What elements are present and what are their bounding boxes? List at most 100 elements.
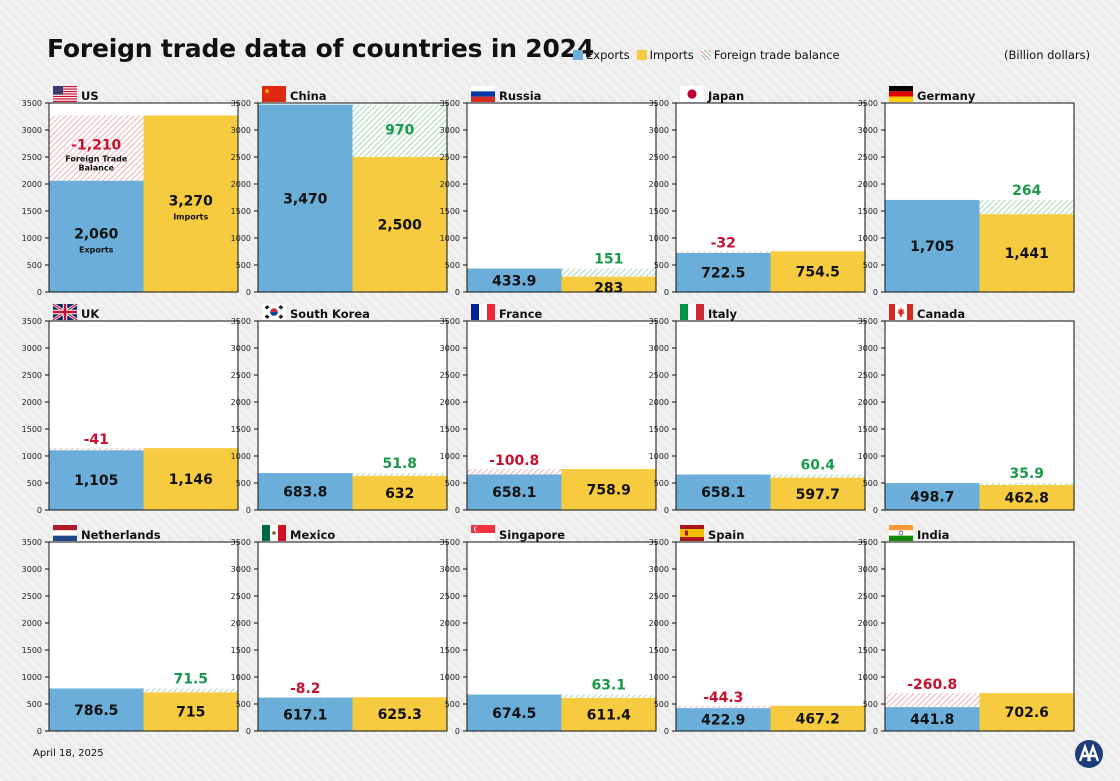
panel-background xyxy=(885,321,1074,510)
page-title: Foreign trade data of countries in 2024 xyxy=(47,34,595,63)
y-tick-label: 2500 xyxy=(22,592,42,601)
balance-value-label: -1,210 xyxy=(71,137,121,153)
imports-value-label: 754.5 xyxy=(796,265,840,281)
exports-bar xyxy=(49,180,144,292)
y-tick-label: 2000 xyxy=(649,180,669,189)
y-tick-label: 500 xyxy=(445,700,460,709)
y-tick-label: 2500 xyxy=(649,592,669,601)
country-label: Italy xyxy=(680,304,737,323)
country-label: South Korea xyxy=(262,304,370,323)
y-tick-label: 1000 xyxy=(22,234,42,243)
balance-caption: Balance xyxy=(79,163,115,172)
y-tick-label: 1500 xyxy=(649,425,669,434)
balance-value-label: 151 xyxy=(594,252,623,268)
y-tick-label: 3500 xyxy=(440,99,460,108)
y-tick-label: 500 xyxy=(236,700,251,709)
balance-value-label: 35.9 xyxy=(1009,466,1044,482)
balance-value-label: -260.8 xyxy=(907,677,957,693)
balance-bar xyxy=(676,705,771,709)
country-panel: 433.9 283 151 3500 3000 2500 2000 1500 1000 500 0 xyxy=(440,99,657,297)
exports-bar xyxy=(885,199,980,292)
country-panel: 1,705 1,441 264 3500 3000 2500 2000 1500 1000 500… xyxy=(858,99,1075,297)
y-tick-label: 500 xyxy=(654,261,669,270)
exports-value-label: 441.8 xyxy=(910,712,954,728)
italy-flag-icon xyxy=(680,304,704,323)
mexico-flag-icon xyxy=(262,525,286,544)
panel-frame xyxy=(257,541,448,732)
y-tick-label: 1000 xyxy=(858,234,878,243)
y-tick-label: 3000 xyxy=(231,344,251,353)
y-tick-label: 2000 xyxy=(440,180,460,189)
y-tick-label: 1500 xyxy=(231,646,251,655)
y-tick-label: 1500 xyxy=(649,646,669,655)
y-tick-label: 1000 xyxy=(440,673,460,682)
country-label: Russia xyxy=(471,86,541,105)
exports-bar xyxy=(676,474,771,510)
balance-value-label: 970 xyxy=(385,123,414,139)
y-tick-label: 2000 xyxy=(231,180,251,189)
y-tick-label: 3500 xyxy=(858,317,878,326)
balance-value-label: 71.5 xyxy=(173,672,208,688)
country-name: Canada xyxy=(917,306,966,321)
y-tick-label: 500 xyxy=(654,700,669,709)
panel-background xyxy=(467,103,656,292)
country-name: Spain xyxy=(708,527,745,542)
y-tick-label: 500 xyxy=(445,261,460,270)
y-tick-label: 0 xyxy=(37,506,42,515)
imports-value-label: 462.8 xyxy=(1005,491,1049,507)
balance-bar xyxy=(770,474,865,478)
country-panel: 683.8 632 51.8 3500 3000 2500 2000 1500 1000 500 0 xyxy=(231,317,448,515)
y-tick-label: 0 xyxy=(873,506,878,515)
y-tick-label: 3000 xyxy=(440,344,460,353)
y-tick-label: 2500 xyxy=(440,371,460,380)
uk-flag-icon xyxy=(52,302,78,323)
y-tick-label: 3000 xyxy=(22,126,42,135)
exports-bar xyxy=(467,268,562,292)
imports-value-label: 467.2 xyxy=(796,711,840,727)
y-tick-label: 2500 xyxy=(22,371,42,380)
y-tick-label: 3000 xyxy=(858,344,878,353)
country-panel: 786.5 715 71.5 3500 3000 2500 2000 1500 1000 500 0 xyxy=(22,538,239,736)
y-tick-label: 1000 xyxy=(22,452,42,461)
imports-bar xyxy=(561,276,656,292)
y-tick-label: 1500 xyxy=(440,207,460,216)
panel-frame xyxy=(675,541,866,732)
imports-value-label: 597.7 xyxy=(796,487,840,503)
imports-bar xyxy=(770,251,865,292)
y-tick-label: 1000 xyxy=(231,452,251,461)
country-name: Netherlands xyxy=(81,527,161,542)
balance-bar xyxy=(885,693,980,708)
y-tick-label: 1000 xyxy=(858,452,878,461)
y-tick-label: 2000 xyxy=(440,398,460,407)
y-tick-label: 1500 xyxy=(649,207,669,216)
country-panel: 658.1 758.9 -100.8 3500 3000 2500 2000 1500 1000… xyxy=(440,317,657,515)
y-tick-label: 3000 xyxy=(22,565,42,574)
panel-frame xyxy=(675,320,866,511)
imports-bar xyxy=(352,157,447,292)
balance-value-label: -32 xyxy=(711,235,736,251)
y-tick-label: 2500 xyxy=(231,153,251,162)
y-tick-label: 1500 xyxy=(440,646,460,655)
india-flag-icon xyxy=(889,525,913,544)
y-tick-label: 3500 xyxy=(858,538,878,547)
y-tick-label: 1000 xyxy=(440,234,460,243)
y-tick-label: 0 xyxy=(37,727,42,736)
y-tick-label: 2500 xyxy=(22,153,42,162)
legend-label-imports: Imports xyxy=(649,48,694,62)
balance-bar xyxy=(561,694,656,698)
y-tick-label: 500 xyxy=(445,479,460,488)
country-name: China xyxy=(290,88,327,103)
balance-value-label: -44.3 xyxy=(703,690,743,706)
balance-value-label: 60.4 xyxy=(800,457,835,473)
y-tick-label: 0 xyxy=(455,288,460,297)
y-tick-label: 3500 xyxy=(440,538,460,547)
y-tick-label: 3000 xyxy=(231,126,251,135)
china-flag-icon xyxy=(262,86,286,105)
panel-frame xyxy=(884,320,1075,511)
y-tick-label: 0 xyxy=(873,727,878,736)
country-label: Mexico xyxy=(262,525,335,544)
y-tick-label: 500 xyxy=(863,700,878,709)
balance-bar xyxy=(467,469,562,475)
country-label: Canada xyxy=(889,304,965,323)
